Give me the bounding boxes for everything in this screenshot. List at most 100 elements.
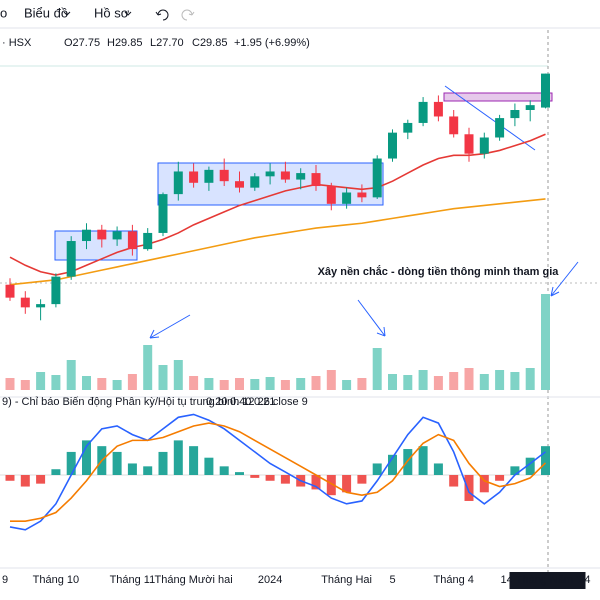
redo-icon[interactable]	[181, 9, 195, 21]
volume-bar	[296, 378, 306, 390]
macd-histogram	[158, 451, 168, 475]
macd-legend-value: 0.40	[230, 396, 251, 408]
volume-bar	[66, 360, 76, 390]
volume-bar	[235, 378, 244, 390]
volume-bar	[403, 375, 413, 390]
toolbar-item[interactable]: Hồ sơ	[94, 5, 130, 20]
macd-legend-value: 0.20	[206, 396, 227, 408]
macd-histogram	[449, 475, 459, 487]
volume-bar	[525, 368, 535, 390]
candle-body	[82, 229, 91, 242]
volume-bar	[189, 376, 199, 390]
volume-bar	[510, 372, 520, 390]
trend-line	[444, 85, 536, 151]
candle-body	[357, 192, 367, 198]
ohlc-change: +1.95 (+6.99%)	[234, 37, 310, 49]
macd-line	[9, 413, 546, 531]
zone-box	[443, 92, 553, 102]
moving-average	[9, 133, 546, 276]
candle-body	[51, 276, 61, 305]
x-tick-label: Tháng Mười hai	[155, 574, 233, 586]
macd-histogram	[82, 440, 91, 475]
x-tick-label: 5	[389, 574, 395, 586]
candle-body	[173, 171, 183, 195]
candle-body	[36, 304, 46, 308]
volume-bar	[51, 375, 61, 390]
candle-body	[143, 232, 153, 250]
macd-histogram	[20, 475, 30, 487]
macd-histogram	[418, 446, 428, 475]
macd-histogram	[311, 475, 321, 490]
volume-bar	[5, 378, 15, 390]
volume-bar	[127, 374, 137, 390]
candle-body	[403, 122, 413, 133]
volume-bar	[464, 368, 474, 390]
macd-histogram	[265, 475, 275, 481]
volume-bar	[97, 378, 107, 390]
candle-body	[296, 173, 306, 180]
candle-body	[464, 134, 474, 154]
candle-body	[265, 171, 275, 177]
candle-body	[326, 186, 336, 204]
macd-histogram	[357, 475, 367, 484]
candle-body	[418, 101, 428, 123]
crosshair-label-bg	[509, 572, 586, 589]
candle-body	[449, 116, 459, 135]
candle-body	[97, 229, 107, 240]
annotation: Xây nền chắc - dòng tiền thông minh tham…	[318, 265, 560, 278]
volume-bar	[36, 372, 46, 390]
signal-line	[10, 422, 547, 522]
volume-bar	[143, 345, 153, 390]
macd-histogram	[388, 454, 397, 475]
volume-bar	[250, 379, 260, 390]
ohlc-low: L27.70	[150, 37, 184, 49]
arrows	[149, 261, 579, 339]
toolbar-item[interactable]: o	[0, 5, 7, 20]
ohlc-close: C29.85	[192, 37, 227, 49]
candle-body	[433, 101, 443, 117]
x-tick-label: Tháng 11	[110, 574, 156, 586]
volume-bar	[158, 365, 168, 390]
volume-bar	[265, 377, 275, 390]
macd-histogram	[189, 446, 199, 475]
candle-body	[158, 194, 168, 233]
toolbar-item[interactable]: Biểu đồ	[24, 5, 68, 20]
macd-histogram	[342, 475, 352, 493]
volume-bar	[495, 370, 505, 390]
macd-histogram	[204, 457, 214, 475]
candle-body	[127, 231, 137, 250]
undo-icon[interactable]	[155, 9, 169, 21]
candle-body	[219, 169, 229, 182]
volume-bar	[112, 380, 122, 390]
macd-histogram	[280, 475, 290, 484]
ohlc-open: O27.75	[64, 37, 100, 49]
volume-bar	[449, 372, 459, 390]
dropdown-icon	[63, 11, 71, 16]
macd-histogram	[143, 466, 153, 475]
volume-bar	[326, 370, 336, 390]
moving-average	[9, 198, 546, 286]
candle-body	[189, 171, 199, 183]
macd-histogram	[127, 463, 137, 475]
candle-body	[66, 241, 76, 277]
candle-body	[204, 169, 214, 183]
dropdown-icon	[124, 11, 132, 16]
macd-histogram	[51, 469, 61, 475]
macd-histogram	[479, 475, 489, 493]
macd-legend-value: 0.21	[254, 396, 275, 408]
macd-histogram	[5, 475, 15, 481]
volume-bar	[82, 376, 91, 390]
macd-histogram	[112, 451, 122, 475]
macd-histogram	[250, 475, 260, 478]
candle-body	[510, 110, 520, 119]
candle-body	[280, 171, 290, 180]
candle-body	[525, 105, 535, 110]
macd-histogram	[235, 472, 244, 475]
candle-body	[479, 137, 489, 154]
macd-histogram	[403, 449, 413, 475]
volume-bar	[173, 360, 183, 390]
macd-histogram	[464, 475, 474, 501]
candle-body	[112, 231, 122, 240]
volume-bar	[357, 378, 367, 390]
